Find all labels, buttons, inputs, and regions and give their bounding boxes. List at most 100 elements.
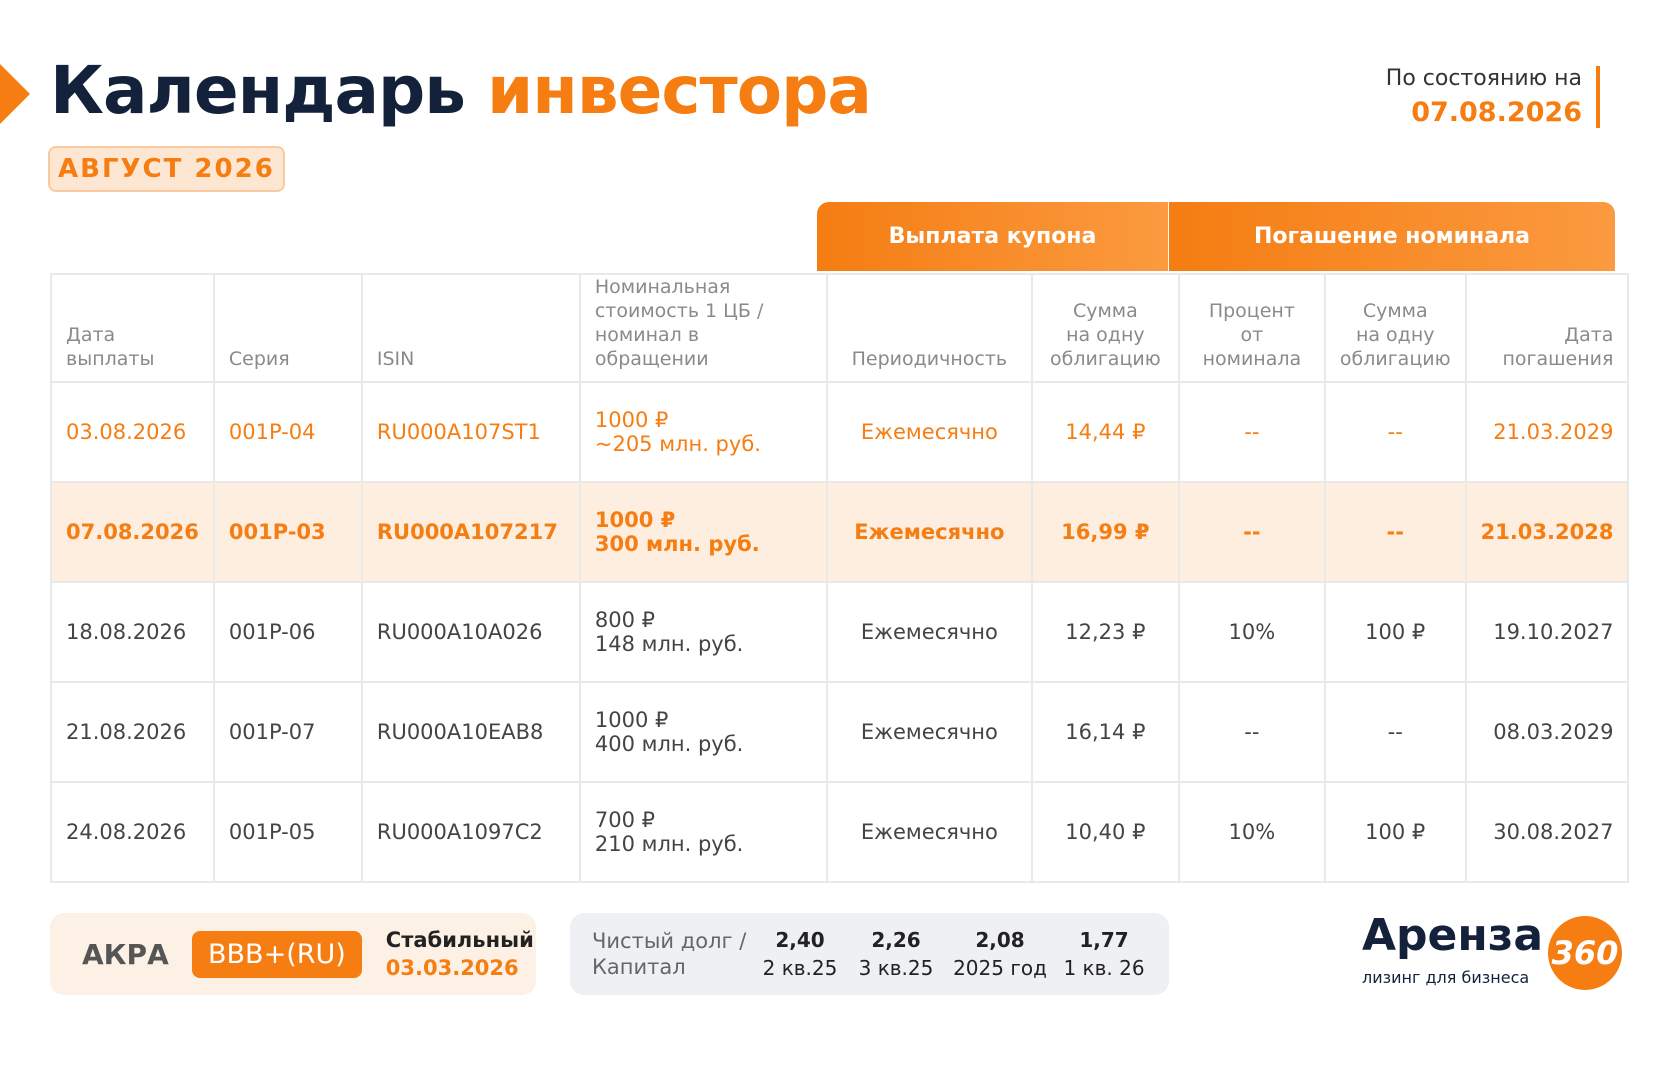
group-header: Выплата купона — [817, 202, 1168, 271]
cell: 1000 ₽400 млн. руб. — [578, 681, 828, 783]
status-date: 07.08.2026 — [1411, 97, 1582, 128]
debt-value: 2,08 — [975, 928, 1025, 952]
cell: 19.10.2027 — [1464, 581, 1630, 683]
cell: 08.03.2029 — [1464, 681, 1630, 783]
cell: 24.08.2026 — [50, 781, 215, 883]
cell-line: 1000 ₽ — [594, 508, 676, 532]
column-header: Номинальная стоимость 1 ЦБ / номинал в обр… — [578, 273, 828, 383]
table-row: 18.08.2026 001P-06 RU000A10A026 800 ₽148 мл… — [50, 581, 1630, 683]
cell: 16,99 ₽ — [1030, 481, 1180, 583]
column-header: Сумма на одну облигацию — [1323, 273, 1467, 383]
cell: -- — [1177, 681, 1326, 783]
cell: 12,23 ₽ — [1030, 581, 1180, 683]
cell: 16,14 ₽ — [1030, 681, 1180, 783]
debt-value: 2,40 — [775, 928, 825, 952]
cell: 1000 ₽300 млн. руб. — [578, 481, 828, 583]
cell: -- — [1323, 381, 1467, 483]
column-header-line: погашения — [1502, 348, 1614, 370]
cell: -- — [1323, 481, 1467, 583]
column-header-line: номинал в обращении — [594, 324, 709, 370]
debt-period: 1 кв. 26 — [1063, 956, 1145, 980]
cell: RU000A10EAB8 — [360, 681, 581, 783]
cell: Ежемесячно — [825, 381, 1033, 483]
column-header-line: выплаты — [66, 348, 155, 370]
debt-value: 2,26 — [871, 928, 921, 952]
title-accent: инвестора — [487, 52, 872, 129]
rating-grade: BBB+(RU) — [192, 930, 362, 978]
cell: 14,44 ₽ — [1030, 381, 1180, 483]
column-header-line: облигацию — [1339, 348, 1451, 370]
cell: RU000A1097C2 — [360, 781, 581, 883]
cell-line: 400 млн. руб. — [594, 732, 744, 756]
cell: 10% — [1177, 581, 1326, 683]
cell-line: 210 млн. руб. — [594, 832, 744, 856]
cell-line: 148 млн. руб. — [594, 632, 744, 656]
column-header: Периодичность — [825, 273, 1033, 383]
debt-period: 2 кв.25 — [762, 956, 838, 980]
logo: Аренза лизинг для бизнеса 360 — [1362, 910, 1622, 996]
table-row: 07.08.2026 001P-03 RU000A107217 1000 ₽300 м… — [50, 481, 1630, 583]
debt-item: 1,77 1 кв. 26 — [1056, 926, 1152, 982]
month-badge: АВГУСТ 2026 — [48, 146, 285, 192]
cell: 1000 ₽ ~205 млн. руб. — [578, 381, 828, 483]
cell: 001P-03 — [212, 481, 363, 583]
cell: -- — [1323, 681, 1467, 783]
column-header-line: на одну — [1355, 324, 1435, 346]
cell: 03.08.2026 — [50, 381, 215, 483]
cell: Ежемесячно — [825, 781, 1033, 883]
table-row: 03.08.2026 001P-04 RU000A107ST1 1000 ₽ ~205 … — [50, 381, 1630, 483]
column-header-line: ISIN — [376, 348, 415, 370]
column-header-line: Номинальная — [594, 276, 731, 298]
group-header: Погашение номинала — [1169, 202, 1615, 271]
column-header: Сумма на одну облигацию — [1030, 273, 1180, 383]
cell: Ежемесячно — [825, 481, 1033, 583]
cell: 001P-07 — [212, 681, 363, 783]
column-header-line: Дата — [1564, 324, 1614, 346]
table-row: 24.08.2026 001P-05 RU000A1097C2 700 ₽210 мл… — [50, 781, 1630, 883]
column-header: Дата выплаты — [50, 273, 215, 383]
cell-line: 300 млн. руб. — [594, 532, 760, 556]
debt-value: 1,77 — [1079, 928, 1129, 952]
column-header-line: от номинала — [1202, 324, 1302, 370]
cell: -- — [1177, 381, 1326, 483]
cell: 18.08.2026 — [50, 581, 215, 683]
column-header: Процент от номинала — [1177, 273, 1326, 383]
calendar-table: Дата выплаты Серия ISIN Номинальная стоимость… — [50, 273, 1630, 883]
cell: 10,40 ₽ — [1030, 781, 1180, 883]
column-header-line: Процент — [1208, 300, 1295, 322]
cell: 800 ₽148 млн. руб. — [578, 581, 828, 683]
column-header: Дата погашения — [1464, 273, 1630, 383]
cell-line: 800 ₽ — [594, 608, 655, 632]
cell: 30.08.2027 — [1464, 781, 1630, 883]
logo-tagline: лизинг для бизнеса — [1362, 968, 1530, 987]
debt-label: Чистый долг / Капитал — [592, 928, 752, 980]
table-row: 21.08.2026 001P-07 RU000A10EAB8 1000 ₽400 м… — [50, 681, 1630, 783]
column-header-line: Периодичность — [851, 348, 1008, 370]
rating-info: Стабильный 03.03.2026 — [386, 928, 534, 980]
cell: Ежемесячно — [825, 581, 1033, 683]
column-header-line: стоимость 1 ЦБ / — [594, 300, 764, 322]
cell: 07.08.2026 — [50, 481, 215, 583]
cell: 001P-04 — [212, 381, 363, 483]
cell: 21.03.2028 — [1464, 481, 1630, 583]
rating-agency: АКРА — [82, 937, 169, 971]
cell: Ежемесячно — [825, 681, 1033, 783]
debt-box: Чистый долг / Капитал 2,40 2 кв.25 2,26 3 к… — [570, 913, 1169, 995]
logo-name: Аренза — [1362, 910, 1544, 961]
column-header-line: Сумма — [1362, 300, 1428, 322]
cell: 21.03.2029 — [1464, 381, 1630, 483]
cell-line: 700 ₽ — [594, 808, 655, 832]
header-row: Дата выплаты Серия ISIN Номинальная стоимость… — [50, 273, 1630, 383]
column-header-line: облигацию — [1049, 348, 1161, 370]
debt-period: 3 кв.25 — [858, 956, 934, 980]
cell: RU000A10A026 — [360, 581, 581, 683]
status: По состоянию на 07.08.2026 — [1386, 66, 1600, 128]
column-header-line: Серия — [228, 348, 290, 370]
debt-label-line: Чистый долг / — [592, 929, 747, 953]
debt-item: 2,40 2 кв.25 — [752, 926, 848, 982]
cell: RU000A107ST1 — [360, 381, 581, 483]
logo-badge: 360 — [1548, 916, 1622, 990]
status-label: По состоянию на — [1385, 66, 1582, 91]
